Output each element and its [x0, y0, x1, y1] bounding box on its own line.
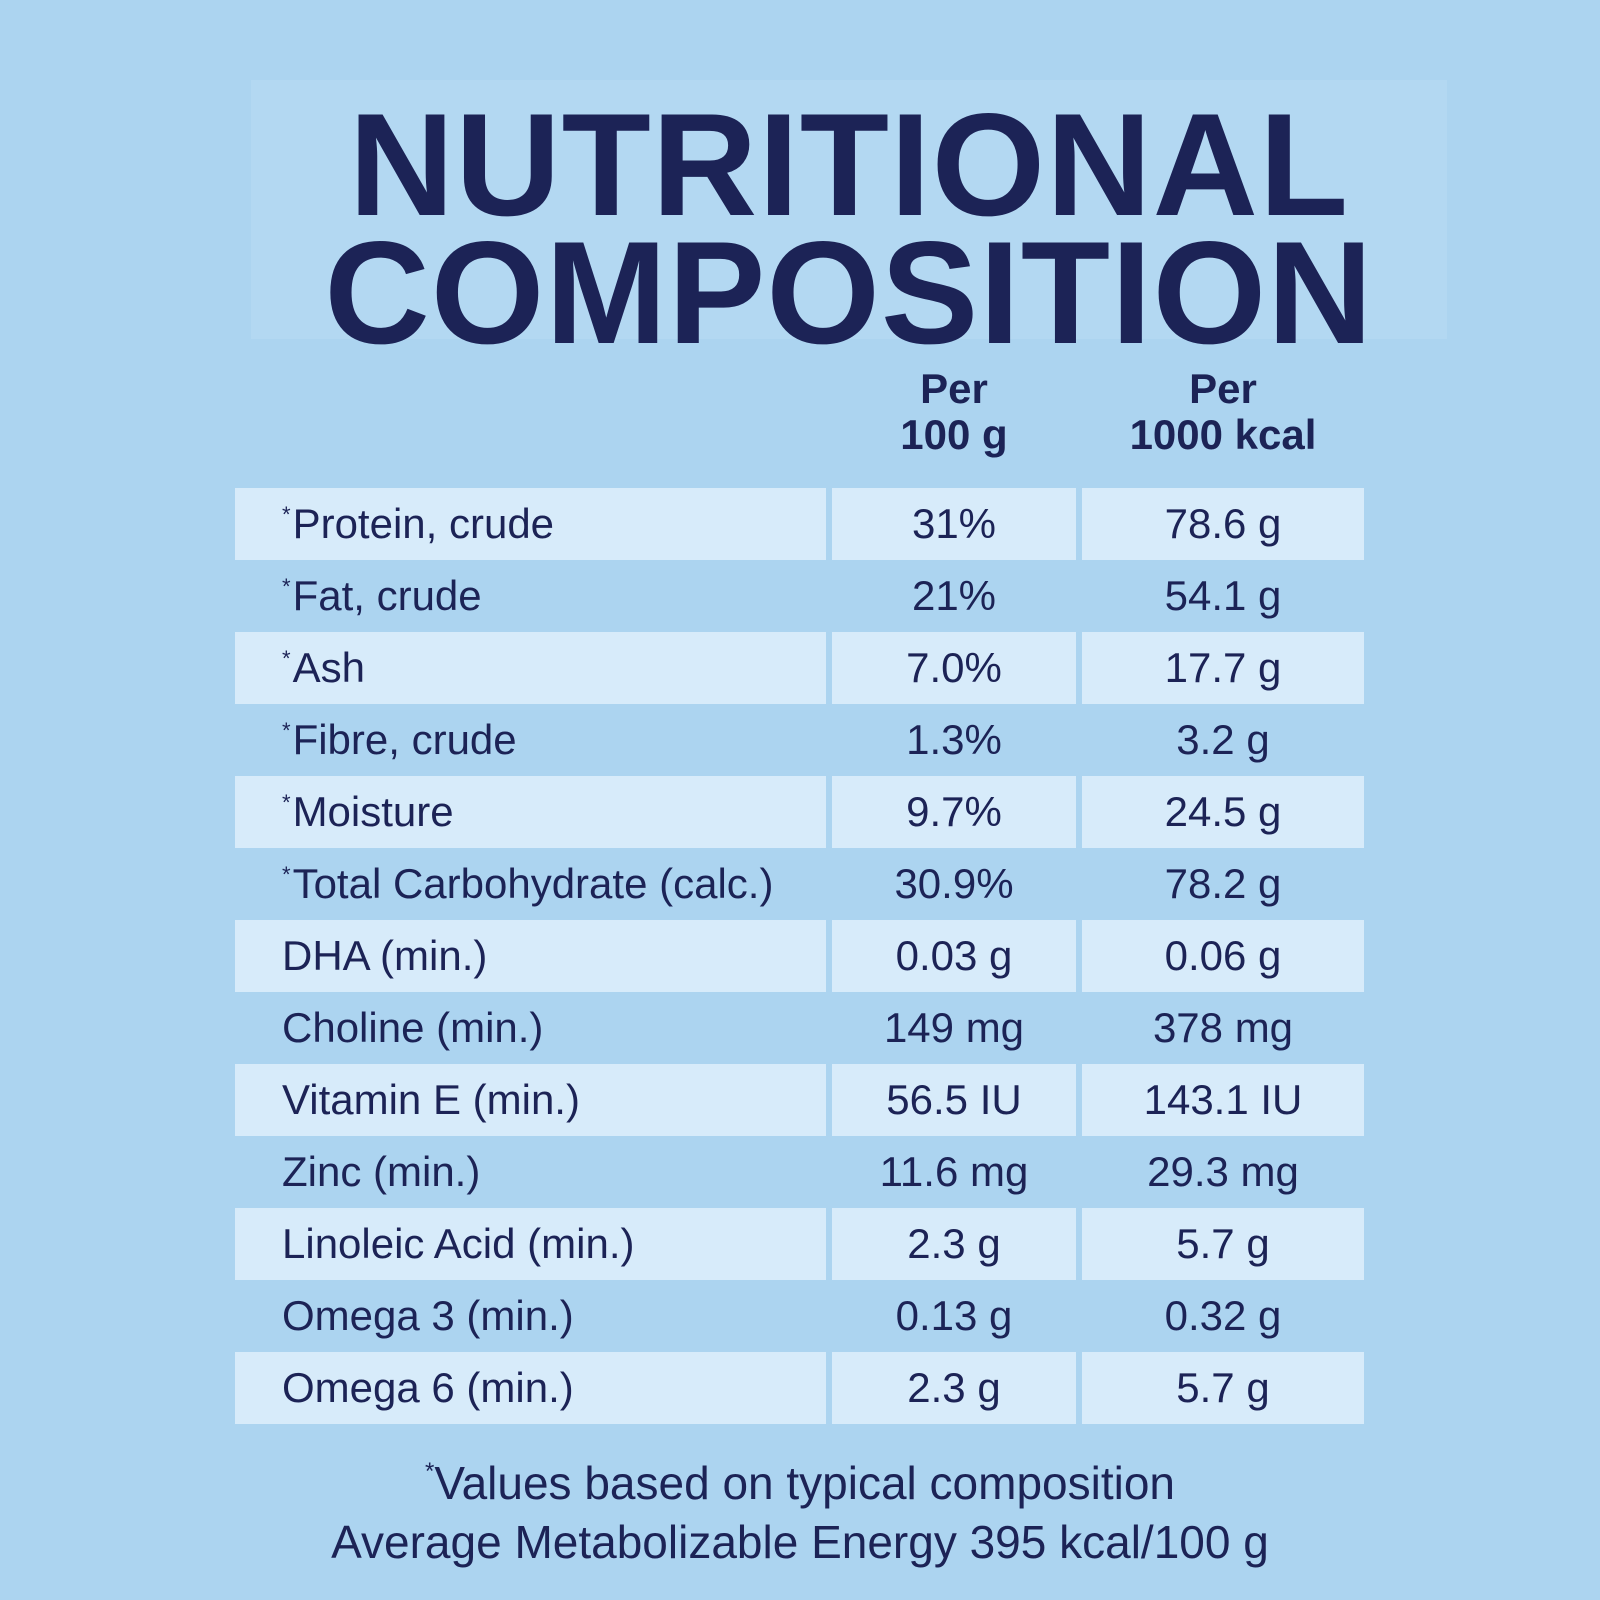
- table-row: DHA (min.) 0.03 g 0.06 g: [235, 920, 1364, 992]
- value-per-1000kcal: 29.3 mg: [1147, 1148, 1299, 1195]
- column-header-per-100g-line-1: Per: [920, 365, 988, 412]
- value-per-100g: 30.9%: [894, 860, 1014, 907]
- typical-value-asterisk: *: [282, 646, 291, 671]
- value-per-1000kcal: 3.2 g: [1176, 716, 1270, 763]
- table-row: Zinc (min.) 11.6 mg 29.3 mg: [235, 1136, 1364, 1208]
- nutrient-name-cell: Omega 6 (min.): [235, 1352, 826, 1424]
- energy-note: Average Metabolizable Energy 395 kcal/10…: [331, 1516, 1269, 1568]
- value-per-1000kcal: 17.7 g: [1082, 632, 1364, 704]
- nutrient-name-cell: * Moisture: [235, 776, 826, 848]
- nutrient-name-cell: Choline (min.): [235, 992, 826, 1064]
- table-row: Vitamin E (min.) 56.5 IU 143.1 IU: [235, 1064, 1364, 1136]
- table-row: * Fibre, crude 1.3% 3.2 g: [235, 704, 1364, 776]
- value-per-1000kcal: 0.06 g: [1082, 920, 1364, 992]
- typical-value-asterisk: *: [282, 502, 291, 527]
- nutrient-name-cell: DHA (min.): [235, 920, 826, 992]
- column-header-per-1000kcal-line-1: Per: [1189, 365, 1257, 412]
- value-per-100g: 56.5 IU: [832, 1064, 1076, 1136]
- title-banner: NUTRITIONAL COMPOSITION: [251, 80, 1447, 366]
- nutrient-name-cell: Vitamin E (min.): [235, 1064, 826, 1136]
- value-per-100g: 2.3 g: [832, 1208, 1076, 1280]
- nutrient-name: Omega 6 (min.): [282, 1364, 574, 1411]
- value-per-100g: 0.13 g: [895, 1292, 1013, 1339]
- footnote-text: Values based on typical composition: [434, 1457, 1176, 1509]
- nutrient-name: Omega 3 (min.): [282, 1292, 574, 1339]
- nutrient-name: Vitamin E (min.): [282, 1076, 580, 1123]
- value-per-1000kcal: 24.5 g: [1082, 776, 1364, 848]
- nutrient-name: Protein, crude: [292, 500, 555, 547]
- value-per-1000kcal: 5.7 g: [1082, 1352, 1364, 1424]
- nutrition-table: * Protein, crude 31% 78.6 g * Fat, crude 21% 54…: [235, 488, 1364, 1424]
- page-title-line-1: NUTRITIONAL: [348, 83, 1350, 246]
- table-row: * Total Carbohydrate (calc.) 30.9% 78.2 g: [235, 848, 1364, 920]
- table-row: Linoleic Acid (min.) 2.3 g 5.7 g: [235, 1208, 1364, 1280]
- table-row: Choline (min.) 149 mg 378 mg: [235, 992, 1364, 1064]
- typical-value-asterisk: *: [282, 862, 291, 887]
- column-header-per-100g: Per 100 g: [832, 366, 1076, 458]
- column-header-per-1000kcal: Per 1000 kcal: [1082, 366, 1364, 458]
- value-per-1000kcal: 54.1 g: [1164, 572, 1282, 619]
- nutrient-name-cell: * Fibre, crude: [235, 704, 826, 776]
- value-per-100g: 11.6 mg: [879, 1148, 1029, 1195]
- typical-value-asterisk: *: [282, 790, 291, 815]
- value-per-100g: 1.3%: [906, 716, 1002, 763]
- nutrient-name-cell: Zinc (min.): [235, 1136, 826, 1208]
- footnote: *Values based on typical composition: [0, 1456, 1600, 1510]
- table-row: Omega 3 (min.) 0.13 g 0.32 g: [235, 1280, 1364, 1352]
- value-per-1000kcal: 78.6 g: [1082, 488, 1364, 560]
- nutrient-name: DHA (min.): [282, 932, 488, 979]
- nutrient-name-cell: * Fat, crude: [235, 560, 826, 632]
- nutrient-name-cell: * Total Carbohydrate (calc.): [235, 848, 826, 920]
- value-per-100g: 149 mg: [883, 1004, 1025, 1051]
- page-title-line-2: COMPOSITION: [324, 211, 1374, 374]
- value-per-1000kcal: 143.1 IU: [1082, 1064, 1364, 1136]
- nutrient-name-cell: Omega 3 (min.): [235, 1280, 826, 1352]
- value-per-100g: 0.03 g: [832, 920, 1076, 992]
- nutrient-name: Fibre, crude: [292, 716, 517, 763]
- column-header-per-100g-line-2: 100 g: [900, 411, 1008, 458]
- value-per-100g: 2.3 g: [832, 1352, 1076, 1424]
- nutrient-name-cell: * Ash: [235, 632, 826, 704]
- value-per-1000kcal: 5.7 g: [1082, 1208, 1364, 1280]
- table-row: * Fat, crude 21% 54.1 g: [235, 560, 1364, 632]
- value-per-1000kcal: 0.32 g: [1164, 1292, 1282, 1339]
- value-per-100g: 9.7%: [832, 776, 1076, 848]
- nutrient-name-cell: Linoleic Acid (min.): [235, 1208, 826, 1280]
- nutrient-name: Zinc (min.): [282, 1148, 481, 1195]
- footnote-asterisk: *: [424, 1458, 435, 1485]
- typical-value-asterisk: *: [282, 574, 291, 599]
- nutrient-name: Choline (min.): [282, 1004, 544, 1051]
- value-per-100g: 7.0%: [832, 632, 1076, 704]
- typical-value-asterisk: *: [282, 718, 291, 743]
- nutrient-name: Total Carbohydrate (calc.): [292, 860, 774, 907]
- nutrient-name: Ash: [292, 644, 365, 691]
- column-header-per-1000kcal-line-2: 1000 kcal: [1129, 411, 1317, 458]
- value-per-100g: 21%: [911, 572, 997, 619]
- value-per-1000kcal: 78.2 g: [1164, 860, 1282, 907]
- value-per-100g: 31%: [832, 488, 1076, 560]
- value-per-1000kcal: 378 mg: [1152, 1004, 1294, 1051]
- table-row: * Moisture 9.7% 24.5 g: [235, 776, 1364, 848]
- nutrient-name: Fat, crude: [292, 572, 482, 619]
- nutrient-name-cell: * Protein, crude: [235, 488, 826, 560]
- table-row: Omega 6 (min.) 2.3 g 5.7 g: [235, 1352, 1364, 1424]
- nutrient-name: Moisture: [292, 788, 454, 835]
- table-row: * Ash 7.0% 17.7 g: [235, 632, 1364, 704]
- table-row: * Protein, crude 31% 78.6 g: [235, 488, 1364, 560]
- nutrient-name: Linoleic Acid (min.): [282, 1220, 635, 1267]
